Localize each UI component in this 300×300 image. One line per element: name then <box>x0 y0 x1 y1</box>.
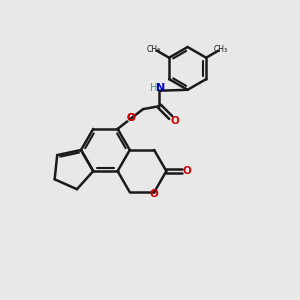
Text: O: O <box>127 113 135 124</box>
Text: CH₃: CH₃ <box>214 45 228 54</box>
Text: O: O <box>150 189 158 199</box>
Text: O: O <box>170 116 179 126</box>
Text: O: O <box>182 166 191 176</box>
Text: O: O <box>126 112 136 125</box>
Text: N: N <box>156 83 166 93</box>
Text: H: H <box>150 83 158 93</box>
Text: CH₃: CH₃ <box>147 45 161 54</box>
Text: O: O <box>127 113 135 124</box>
